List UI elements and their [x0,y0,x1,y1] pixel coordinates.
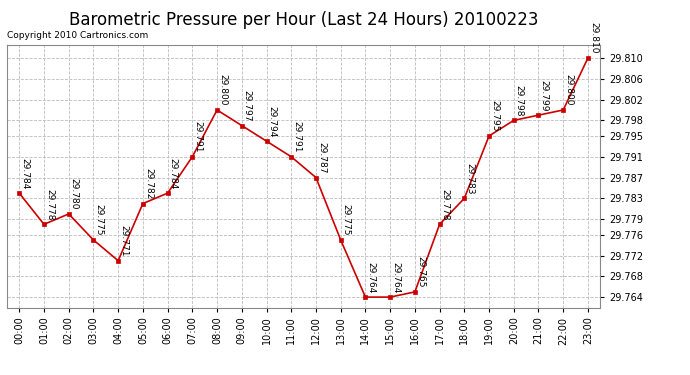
Text: 29.784: 29.784 [20,158,29,189]
Text: 29.798: 29.798 [515,85,524,116]
Text: 29.800: 29.800 [564,74,573,106]
Text: 29.764: 29.764 [391,261,400,293]
Text: 29.800: 29.800 [218,74,227,106]
Text: 29.765: 29.765 [416,256,425,288]
Text: 29.799: 29.799 [540,80,549,111]
Text: 29.791: 29.791 [193,121,202,153]
Text: 29.783: 29.783 [465,163,474,194]
Text: 29.775: 29.775 [95,204,103,236]
Text: 29.794: 29.794 [268,106,277,137]
Text: 29.787: 29.787 [317,142,326,173]
Text: 29.782: 29.782 [144,168,153,200]
Text: 29.797: 29.797 [243,90,252,122]
Text: 29.778: 29.778 [441,189,450,220]
Text: 29.795: 29.795 [490,100,499,132]
Text: 29.810: 29.810 [589,22,598,54]
Text: 29.775: 29.775 [342,204,351,236]
Text: 29.791: 29.791 [293,121,302,153]
Text: Barometric Pressure per Hour (Last 24 Hours) 20100223: Barometric Pressure per Hour (Last 24 Ho… [69,11,538,29]
Text: Copyright 2010 Cartronics.com: Copyright 2010 Cartronics.com [7,31,148,40]
Text: 29.771: 29.771 [119,225,128,256]
Text: 29.780: 29.780 [70,178,79,210]
Text: 29.784: 29.784 [168,158,177,189]
Text: 29.764: 29.764 [366,261,375,293]
Text: 29.778: 29.778 [45,189,54,220]
